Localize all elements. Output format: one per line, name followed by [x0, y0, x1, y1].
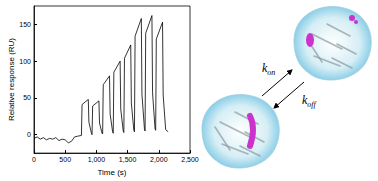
svg-text:50: 50 — [23, 94, 31, 101]
svg-text:100: 100 — [19, 58, 31, 65]
svg-text:0: 0 — [27, 131, 31, 138]
svg-text:150: 150 — [19, 21, 31, 28]
svg-text:1,500: 1,500 — [119, 156, 137, 163]
svg-text:500: 500 — [59, 156, 71, 163]
svg-text:Time (s): Time (s) — [97, 168, 126, 177]
svg-text:2,000: 2,000 — [150, 156, 168, 163]
svg-text:2,500: 2,500 — [181, 156, 199, 163]
svg-text:0: 0 — [32, 156, 36, 163]
svg-text:1,000: 1,000 — [88, 156, 106, 163]
svg-text:Relative response (RU): Relative response (RU) — [7, 38, 16, 121]
svg-text:koff: koff — [302, 93, 318, 109]
svg-text:kon: kon — [262, 61, 275, 77]
